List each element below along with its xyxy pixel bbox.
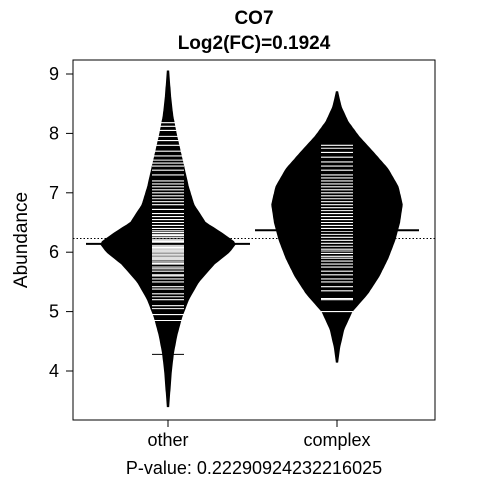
y-tick-label: 7 <box>49 183 59 203</box>
y-tick-label: 4 <box>49 361 59 381</box>
pvalue-label: P-value: 0.22290924232216025 <box>126 458 382 478</box>
y-tick-label: 6 <box>49 242 59 262</box>
y-tick-label: 9 <box>49 64 59 84</box>
chart-subtitle: Log2(FC)=0.1924 <box>178 33 331 54</box>
plot-frame <box>72 59 436 421</box>
x-axis: other complex <box>147 420 371 450</box>
y-tick-label: 5 <box>49 302 59 322</box>
x-tick-label-other: other <box>147 430 188 450</box>
chart-title: CO7 <box>234 8 273 29</box>
y-axis: 4 5 6 7 8 9 <box>49 64 73 381</box>
y-tick-label: 8 <box>49 123 59 143</box>
x-tick-label-complex: complex <box>303 430 370 450</box>
plot-area <box>73 70 435 408</box>
bean-complex <box>271 91 403 363</box>
y-axis-label: Abundance <box>11 192 32 288</box>
